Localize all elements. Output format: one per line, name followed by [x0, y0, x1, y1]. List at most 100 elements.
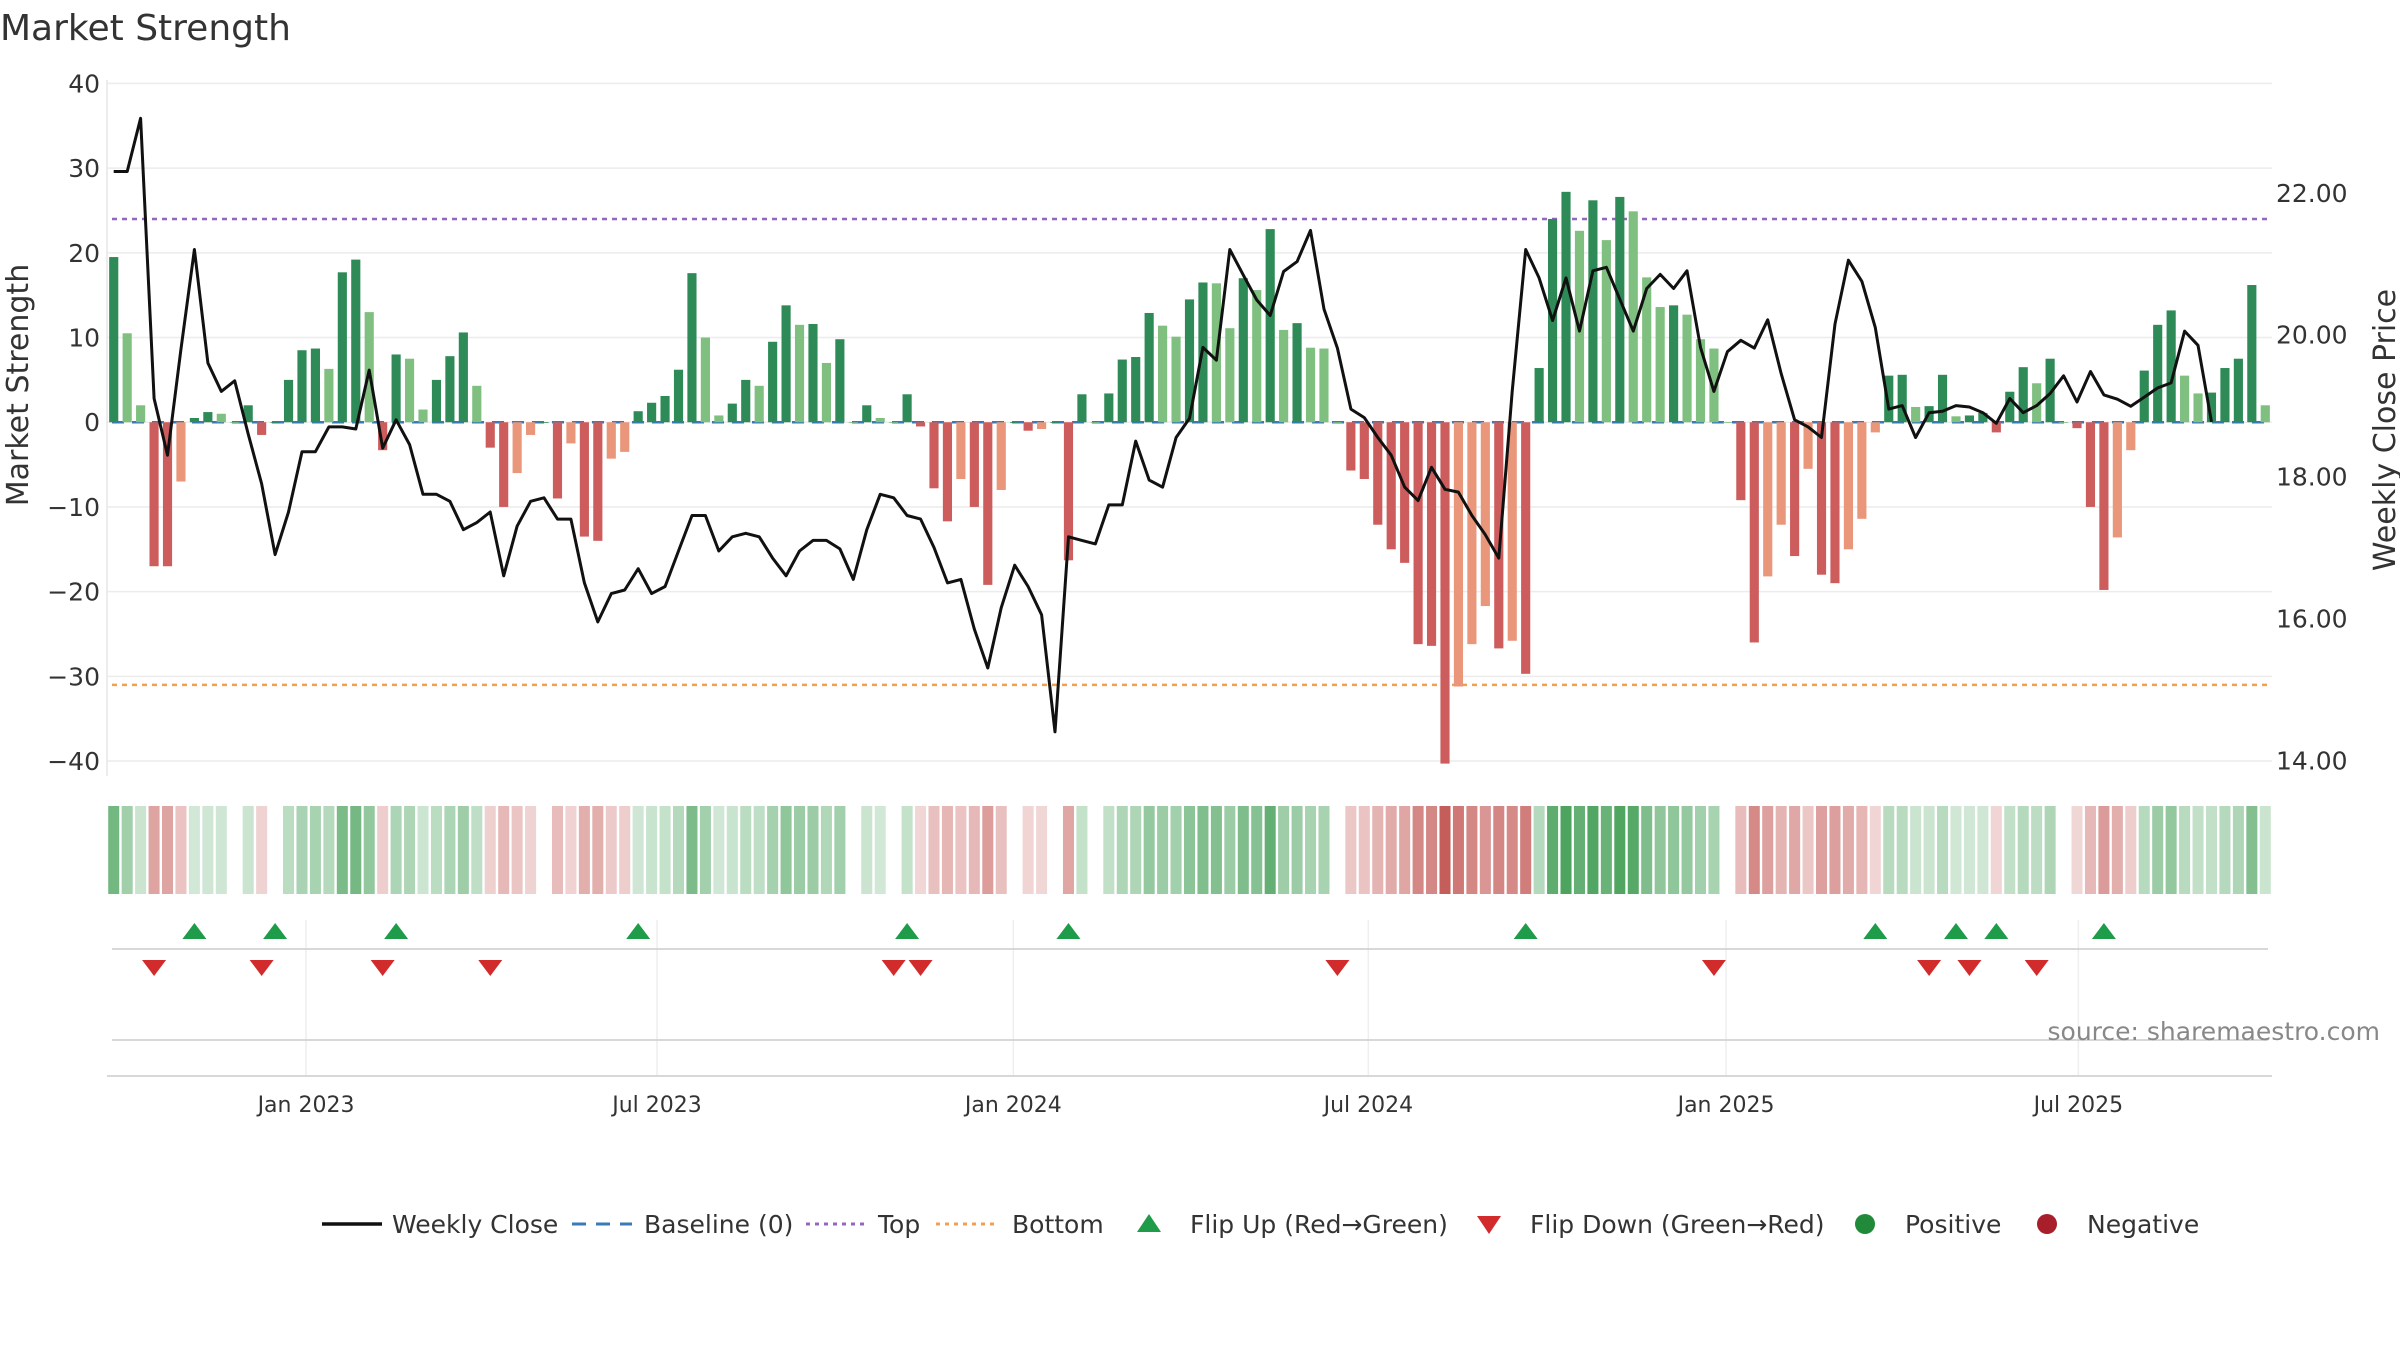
- strength-bar: [1978, 412, 1988, 423]
- heat-cell: [417, 806, 429, 894]
- strength-bar: [889, 422, 899, 424]
- strength-bar: [727, 403, 737, 423]
- heat-cell: [1036, 806, 1048, 894]
- flip-up-marker: [626, 923, 651, 939]
- heat-cell: [1681, 806, 1693, 894]
- y2-tick-label: 14.00: [2276, 746, 2348, 775]
- strength-bar: [848, 422, 858, 424]
- heat-cell: [363, 806, 375, 894]
- flip-down-marker: [370, 960, 395, 976]
- strength-bar: [821, 362, 831, 423]
- heat-cell: [2111, 806, 2123, 894]
- heat-cell: [1627, 806, 1639, 894]
- heat-cell: [1842, 806, 1854, 894]
- chart-title: Market Strength: [0, 8, 291, 49]
- heat-cell: [646, 806, 658, 894]
- heat-cell: [296, 806, 308, 894]
- legend-label: Flip Up (Red→Green): [1190, 1210, 1448, 1239]
- heat-cell: [1022, 806, 1034, 894]
- strength-bar: [1238, 278, 1248, 423]
- heat-cell: [525, 806, 537, 894]
- strength-bar: [1467, 422, 1477, 645]
- heat-cell: [2179, 806, 2191, 894]
- strength-bar: [1897, 374, 1907, 423]
- strength-bar: [1346, 422, 1356, 471]
- flip-down-marker: [478, 960, 503, 976]
- heat-cell: [148, 806, 160, 894]
- flip-down-marker: [881, 960, 906, 976]
- strength-bar: [1937, 374, 1948, 423]
- heat-cell: [538, 806, 550, 894]
- x-tick-label: Jan 2024: [963, 1093, 1062, 1118]
- heat-cell: [1479, 806, 1491, 894]
- heat-cell: [1345, 806, 1357, 894]
- heat-cell: [1829, 806, 1841, 894]
- strength-bar: [1117, 359, 1127, 423]
- strength-bar: [1964, 415, 1975, 423]
- strength-bar: [431, 379, 442, 423]
- x-tick-label: Jan 2025: [1676, 1093, 1775, 1118]
- heat-cell: [955, 806, 967, 894]
- strength-bar: [1655, 307, 1665, 423]
- heat-cell: [256, 806, 268, 894]
- heat-cell: [592, 806, 604, 894]
- strength-bar: [243, 405, 253, 423]
- strength-bar: [216, 413, 226, 423]
- heat-cell: [1264, 806, 1276, 894]
- heat-cell: [1278, 806, 1290, 894]
- flip-up-marker: [1513, 923, 1538, 939]
- heat-cell: [1910, 806, 1922, 894]
- heat-cell: [1130, 806, 1142, 894]
- heat-cell: [699, 806, 711, 894]
- flip-up-marker: [263, 923, 288, 939]
- strength-bar: [1682, 314, 1692, 423]
- heat-cell: [1856, 806, 1868, 894]
- strength-bar: [485, 422, 495, 448]
- heat-cell: [1533, 806, 1545, 894]
- heat-cell: [915, 806, 927, 894]
- heat-cell: [1157, 806, 1169, 894]
- strength-bar: [1870, 422, 1880, 433]
- heat-cell: [834, 806, 846, 894]
- strength-bar: [499, 422, 509, 507]
- y2-tick-label: 18.00: [2276, 463, 2348, 492]
- legend-item-dot-circle: Negative: [2037, 1210, 2199, 1239]
- right-y-axis: 22.00 20.00 18.00 16.00 14.00: [2276, 179, 2348, 775]
- x-tick-label: Jul 2023: [610, 1093, 702, 1118]
- strength-bar: [2220, 368, 2230, 423]
- heat-cell: [1694, 806, 1707, 894]
- heat-cell: [1412, 806, 1424, 894]
- strength-bar: [1386, 422, 1396, 550]
- strength-bar: [700, 337, 710, 423]
- heat-cell: [215, 806, 227, 894]
- strength-heat-strip: [108, 806, 2271, 894]
- heat-cell: [1654, 806, 1666, 894]
- flip-down-marker: [1917, 960, 1942, 976]
- heat-cell: [511, 806, 523, 894]
- heat-cell: [1506, 806, 1518, 894]
- strength-bar: [794, 324, 805, 423]
- heat-cell: [2192, 806, 2204, 894]
- strength-bar: [1561, 191, 1571, 423]
- legend-label: Positive: [1905, 1210, 2001, 1239]
- strength-bar: [1305, 347, 1316, 423]
- strength-bars: [109, 191, 2270, 764]
- strength-bar: [378, 422, 388, 451]
- strength-bar: [1507, 422, 1517, 641]
- heat-cell: [928, 806, 940, 894]
- strength-bar: [162, 422, 173, 567]
- heat-cell: [2125, 806, 2137, 894]
- strength-bar: [176, 422, 186, 482]
- strength-bar: [257, 422, 267, 435]
- strength-bar: [969, 422, 979, 507]
- heat-cell: [108, 806, 120, 894]
- flip-up-marker: [182, 923, 207, 939]
- strength-bar: [2180, 375, 2190, 423]
- strength-bar: [1184, 299, 1195, 423]
- strength-bar: [189, 418, 199, 423]
- y2-axis-label: Weekly Close Price: [2368, 289, 2400, 571]
- legend-item-line: Weekly Close: [322, 1210, 558, 1239]
- heat-cell: [377, 806, 389, 894]
- flip-up-marker: [384, 923, 409, 939]
- heat-cell: [1237, 806, 1249, 894]
